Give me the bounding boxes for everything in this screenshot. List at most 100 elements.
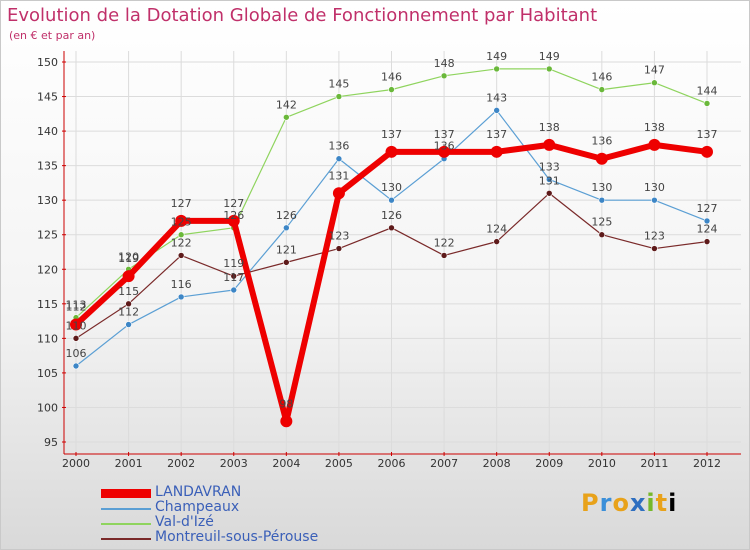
y-tick-label: 105 xyxy=(37,367,58,380)
data-label-landavran: 137 xyxy=(434,128,455,141)
data-point-landavran xyxy=(543,138,556,151)
data-point-landavran xyxy=(122,270,135,283)
y-tick-label: 120 xyxy=(37,263,58,276)
data-label-champeaux: 130 xyxy=(644,181,665,194)
y-tick-label: 150 xyxy=(37,56,58,69)
data-label-montreuil-sous-p-rouse: 126 xyxy=(381,209,402,222)
data-label-landavran: 98 xyxy=(279,397,293,410)
data-label-landavran: 127 xyxy=(171,197,192,210)
data-point-champeaux xyxy=(651,196,658,204)
legend-item-champeaux[interactable]: Champeaux xyxy=(101,500,361,516)
data-point-val-d-iz- xyxy=(283,113,290,121)
data-point-montreuil-sous-p-rouse xyxy=(335,245,343,252)
legend-item-montreuil[interactable]: Montreuil-sous-Pérouse xyxy=(101,529,361,546)
logo-letter: o xyxy=(612,489,630,517)
data-label-val-d-iz-: 120 xyxy=(118,250,139,263)
data-label-montreuil-sous-p-rouse: 115 xyxy=(118,285,139,298)
data-point-val-d-iz- xyxy=(177,231,185,239)
logo-letter: r xyxy=(599,489,613,517)
logo-letter: i xyxy=(646,489,656,517)
data-point-montreuil-sous-p-rouse xyxy=(388,224,395,232)
data-label-landavran: 138 xyxy=(539,121,560,134)
y-tick-label: 110 xyxy=(37,332,58,345)
data-label-champeaux: 106 xyxy=(66,347,87,360)
data-point-val-d-iz- xyxy=(493,65,500,73)
data-point-champeaux xyxy=(335,155,343,163)
data-point-landavran xyxy=(385,145,398,158)
legend-item-landavran[interactable]: LANDAVRAN xyxy=(101,484,361,501)
data-label-montreuil-sous-p-rouse: 123 xyxy=(644,230,665,243)
data-label-montreuil-sous-p-rouse: 124 xyxy=(486,223,507,236)
data-label-montreuil-sous-p-rouse: 124 xyxy=(697,223,718,236)
legend-swatch-montreuil xyxy=(101,538,151,540)
data-label-landavran: 137 xyxy=(697,128,718,141)
y-tick-label: 125 xyxy=(37,229,58,242)
x-tick-label: 2007 xyxy=(430,457,458,470)
legend-swatch-champeaux xyxy=(101,508,151,510)
legend-label-val-d-ize: Val-d'Izé xyxy=(155,514,214,530)
data-point-val-d-iz- xyxy=(440,72,448,80)
data-point-champeaux xyxy=(72,362,80,370)
data-point-champeaux xyxy=(177,293,185,301)
data-label-montreuil-sous-p-rouse: 123 xyxy=(328,230,349,243)
data-point-montreuil-sous-p-rouse xyxy=(440,252,448,259)
data-point-montreuil-sous-p-rouse xyxy=(177,252,185,259)
data-label-landavran: 138 xyxy=(644,121,665,134)
data-point-montreuil-sous-p-rouse xyxy=(493,238,500,245)
data-point-val-d-iz- xyxy=(703,100,711,107)
x-tick-label: 2003 xyxy=(220,457,248,470)
data-point-val-d-iz- xyxy=(335,93,343,100)
data-label-val-d-iz-: 145 xyxy=(328,78,349,91)
data-point-montreuil-sous-p-rouse xyxy=(283,259,290,266)
data-point-val-d-iz- xyxy=(651,79,658,87)
y-tick-label: 115 xyxy=(37,298,58,311)
legend-swatch-val-d-ize xyxy=(101,523,151,525)
data-label-val-d-iz-: 126 xyxy=(223,209,244,222)
data-point-montreuil-sous-p-rouse xyxy=(598,231,606,239)
legend-item-val-d-ize[interactable]: Val-d'Izé xyxy=(101,514,361,531)
data-point-montreuil-sous-p-rouse xyxy=(545,189,553,197)
data-label-montreuil-sous-p-rouse: 125 xyxy=(591,216,612,229)
x-tick-label: 2012 xyxy=(693,457,721,470)
data-label-landavran: 112 xyxy=(66,301,87,314)
data-point-champeaux xyxy=(230,286,238,294)
data-label-champeaux: 133 xyxy=(539,160,560,173)
data-label-landavran: 137 xyxy=(486,128,507,141)
data-label-champeaux: 130 xyxy=(381,181,402,194)
data-point-montreuil-sous-p-rouse xyxy=(125,300,132,308)
data-point-champeaux xyxy=(598,196,606,204)
data-point-champeaux xyxy=(125,321,132,328)
data-label-val-d-iz-: 148 xyxy=(434,57,455,70)
x-tick-label: 2006 xyxy=(378,457,406,470)
data-label-champeaux: 130 xyxy=(591,181,612,194)
data-label-montreuil-sous-p-rouse: 122 xyxy=(434,236,455,249)
logo-letter: i xyxy=(668,489,678,517)
y-tick-label: 140 xyxy=(37,125,58,138)
data-point-val-d-iz- xyxy=(598,86,606,93)
chart-title: Evolution de la Dotation Globale de Fonc… xyxy=(7,5,598,26)
data-label-val-d-iz-: 125 xyxy=(171,216,192,229)
x-tick-label: 2008 xyxy=(483,457,511,470)
proxiti-logo: Proxiti xyxy=(581,489,677,517)
x-tick-label: 2004 xyxy=(272,457,300,470)
data-label-champeaux: 126 xyxy=(276,209,297,222)
data-label-champeaux: 127 xyxy=(697,202,718,215)
data-label-champeaux: 116 xyxy=(171,278,192,291)
data-label-champeaux: 136 xyxy=(328,140,349,153)
data-label-val-d-iz-: 146 xyxy=(381,71,402,84)
data-point-val-d-iz- xyxy=(388,86,395,93)
data-label-val-d-iz-: 142 xyxy=(276,98,297,111)
data-label-champeaux: 117 xyxy=(223,271,244,284)
data-label-landavran: 127 xyxy=(223,197,244,210)
logo-letter: P xyxy=(581,489,600,517)
data-point-champeaux xyxy=(388,196,395,204)
chart-subtitle: (en € et par an) xyxy=(9,29,96,42)
data-point-montreuil-sous-p-rouse xyxy=(651,245,658,252)
legend-label-montreuil: Montreuil-sous-Pérouse xyxy=(155,529,319,545)
legend-label-landavran: LANDAVRAN xyxy=(155,484,242,500)
data-label-montreuil-sous-p-rouse: 122 xyxy=(171,236,192,249)
legend-swatch-landavran xyxy=(101,489,151,498)
data-label-landavran: 119 xyxy=(118,252,139,265)
data-point-landavran xyxy=(280,415,293,428)
